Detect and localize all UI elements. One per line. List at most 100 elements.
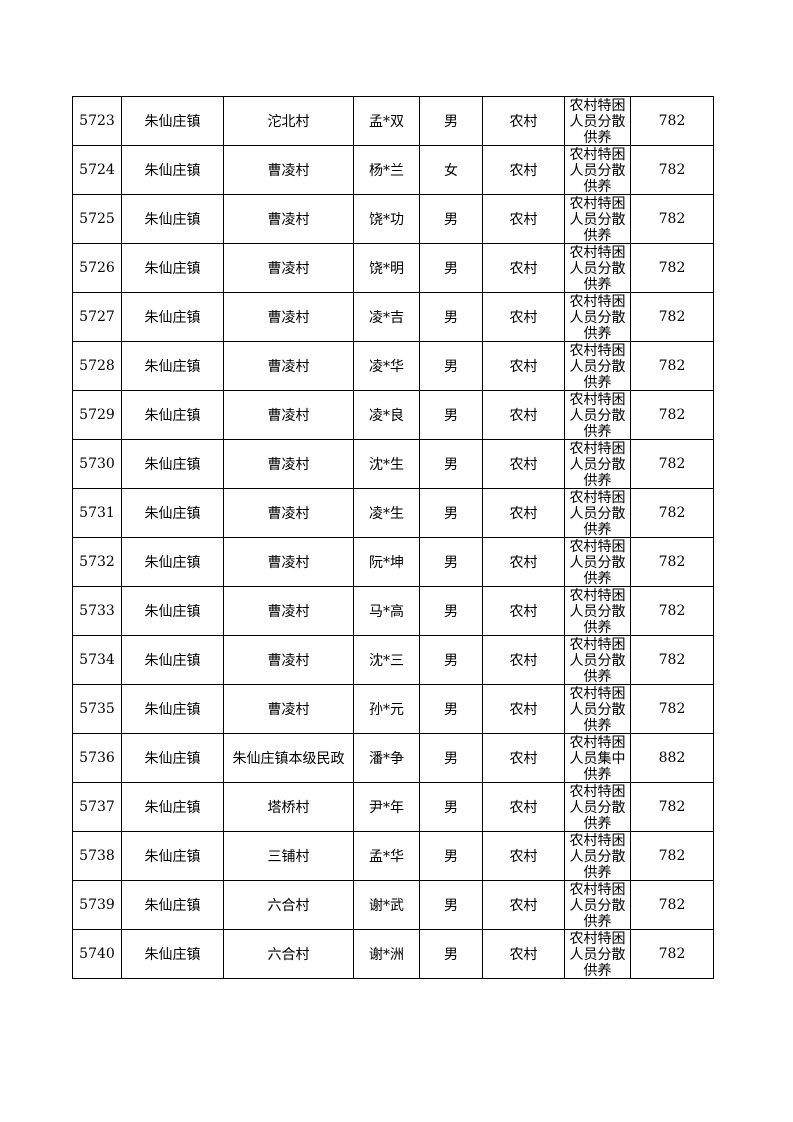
cell: 农村特困人员分散供养 (564, 292, 631, 342)
town: 朱仙庄镇 (121, 488, 224, 538)
row-number: 5729 (72, 390, 122, 440)
cell: 农村特困人员分散供养 (564, 880, 631, 930)
village: 曹凌村 (223, 243, 354, 293)
gender: 女 (419, 145, 483, 195)
village: 曹凌村 (223, 341, 354, 391)
support-type: 农村特困人员分散供养 (569, 931, 626, 978)
village: 曹凌村 (223, 635, 354, 685)
cell: 农村特困人员分散供养 (564, 635, 631, 685)
support-type: 农村特困人员分散供养 (569, 490, 626, 537)
area-type: 农村 (482, 684, 565, 734)
table-row: 5736 朱仙庄镇 朱仙庄镇本级民政 潘*争男农村 农村特困人员集中供养 882 (72, 733, 714, 783)
area-type: 农村 (482, 635, 565, 685)
table-row: 5731 朱仙庄镇 曹凌村 凌*生男农村 农村特困人员分散供养 782 (72, 488, 714, 538)
gender: 男 (419, 635, 483, 685)
village: 沱北村 (223, 96, 354, 146)
support-type: 农村特困人员分散供养 (569, 441, 626, 488)
village: 六合村 (223, 880, 354, 930)
town: 朱仙庄镇 (121, 439, 224, 489)
gender: 男 (419, 929, 483, 979)
person-name: 谢*洲 (353, 929, 420, 979)
gender: 男 (419, 243, 483, 293)
cell: 农村特困人员分散供养 (564, 831, 631, 881)
cell: 农村特困人员分散供养 (564, 782, 631, 832)
row-number: 5733 (72, 586, 122, 636)
amount: 882 (630, 733, 714, 783)
person-name: 凌*生 (353, 488, 420, 538)
area-type: 农村 (482, 782, 565, 832)
town: 朱仙庄镇 (121, 145, 224, 195)
person-name: 孙*元 (353, 684, 420, 734)
row-number: 5736 (72, 733, 122, 783)
gender: 男 (419, 488, 483, 538)
support-type: 农村特困人员分散供养 (569, 833, 626, 880)
area-type: 农村 (482, 929, 565, 979)
village: 塔桥村 (223, 782, 354, 832)
person-name: 谢*武 (353, 880, 420, 930)
table-row: 5737 朱仙庄镇 塔桥村 尹*年男农村 农村特困人员分散供养 782 (72, 782, 714, 832)
area-type: 农村 (482, 488, 565, 538)
village: 曹凌村 (223, 292, 354, 342)
area-type: 农村 (482, 537, 565, 587)
cell: 农村特困人员分散供养 (564, 243, 631, 293)
gender: 男 (419, 390, 483, 440)
gender: 男 (419, 880, 483, 930)
town: 朱仙庄镇 (121, 292, 224, 342)
table-body: 5723 朱仙庄镇 沱北村 孟*双男农村 农村特困人员分散供养 782 5724 朱仙庄镇 曹凌… (72, 96, 714, 979)
amount: 782 (630, 439, 714, 489)
row-number: 5731 (72, 488, 122, 538)
area-type: 农村 (482, 341, 565, 391)
row-number: 5740 (72, 929, 122, 979)
row-number: 5724 (72, 145, 122, 195)
amount: 782 (630, 635, 714, 685)
gender: 男 (419, 341, 483, 391)
town: 朱仙庄镇 (121, 537, 224, 587)
village: 朱仙庄镇本级民政 (223, 733, 354, 783)
cell: 农村特困人员分散供养 (564, 439, 631, 489)
row-number: 5727 (72, 292, 122, 342)
amount: 782 (630, 929, 714, 979)
area-type: 农村 (482, 439, 565, 489)
support-type: 农村特困人员集中供养 (569, 735, 626, 782)
row-number: 5739 (72, 880, 122, 930)
area-type: 农村 (482, 831, 565, 881)
row-number: 5730 (72, 439, 122, 489)
cell: 农村特困人员分散供养 (564, 145, 631, 195)
amount: 782 (630, 537, 714, 587)
support-type: 农村特困人员分散供养 (569, 392, 626, 439)
village: 曹凌村 (223, 194, 354, 244)
town: 朱仙庄镇 (121, 635, 224, 685)
town: 朱仙庄镇 (121, 733, 224, 783)
table-row: 5735 朱仙庄镇 曹凌村 孙*元男农村 农村特困人员分散供养 782 (72, 684, 714, 734)
person-name: 饶*功 (353, 194, 420, 244)
gender: 男 (419, 537, 483, 587)
village: 曹凌村 (223, 145, 354, 195)
table-row: 5727 朱仙庄镇 曹凌村 凌*吉男农村 农村特困人员分散供养 782 (72, 292, 714, 342)
table-row: 5739 朱仙庄镇 六合村 谢*武男农村 农村特困人员分散供养 782 (72, 880, 714, 930)
table-row: 5728 朱仙庄镇 曹凌村 凌*华男农村 农村特困人员分散供养 782 (72, 341, 714, 391)
gender: 男 (419, 684, 483, 734)
town: 朱仙庄镇 (121, 96, 224, 146)
support-type: 农村特困人员分散供养 (569, 245, 626, 292)
support-type: 农村特困人员分散供养 (569, 98, 626, 145)
town: 朱仙庄镇 (121, 390, 224, 440)
amount: 782 (630, 831, 714, 881)
gender: 男 (419, 96, 483, 146)
town: 朱仙庄镇 (121, 194, 224, 244)
cell: 农村特困人员集中供养 (564, 733, 631, 783)
cell: 农村特困人员分散供养 (564, 684, 631, 734)
row-number: 5735 (72, 684, 122, 734)
town: 朱仙庄镇 (121, 782, 224, 832)
support-type: 农村特困人员分散供养 (569, 882, 626, 929)
gender: 男 (419, 586, 483, 636)
area-type: 农村 (482, 96, 565, 146)
support-type: 农村特困人员分散供养 (569, 686, 626, 733)
table-row: 5732 朱仙庄镇 曹凌村 阮*坤男农村 农村特困人员分散供养 782 (72, 537, 714, 587)
table-row: 5729 朱仙庄镇 曹凌村 凌*良男农村 农村特困人员分散供养 782 (72, 390, 714, 440)
town: 朱仙庄镇 (121, 831, 224, 881)
person-name: 凌*吉 (353, 292, 420, 342)
town: 朱仙庄镇 (121, 880, 224, 930)
village: 曹凌村 (223, 684, 354, 734)
row-number: 5725 (72, 194, 122, 244)
amount: 782 (630, 145, 714, 195)
